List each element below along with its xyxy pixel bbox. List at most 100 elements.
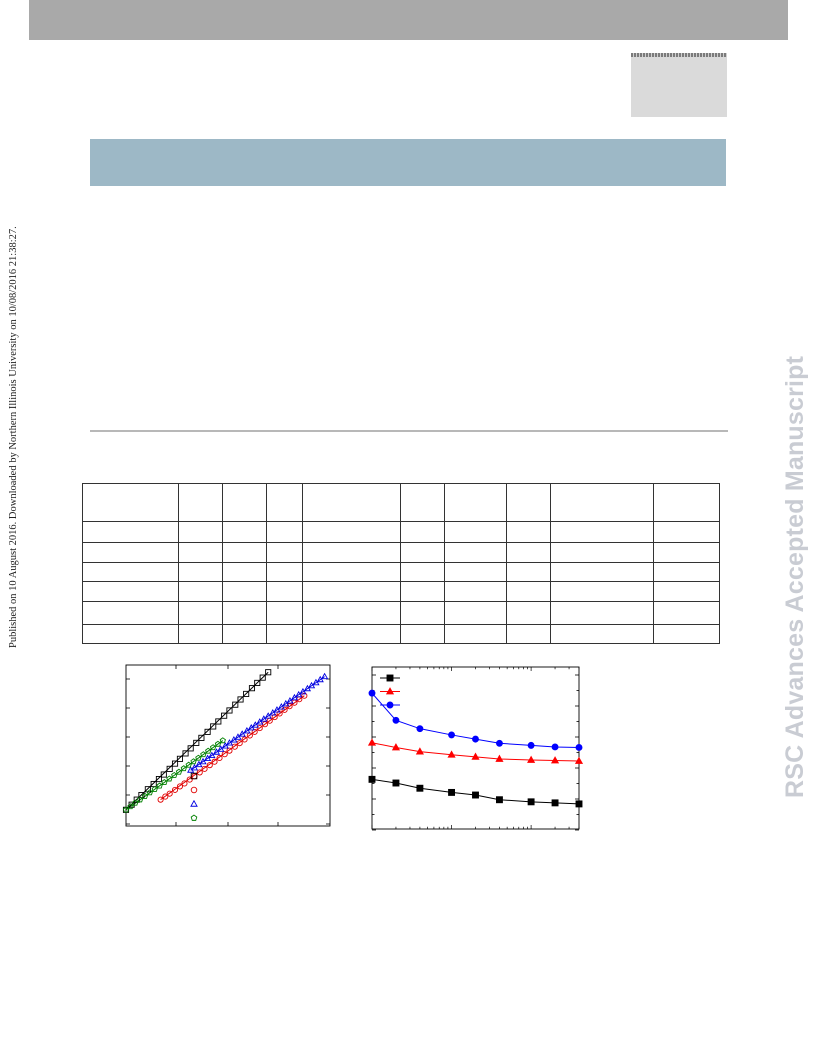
data-point [133,796,140,803]
table-cell [653,542,720,563]
data-point [286,697,294,704]
data-point [187,745,194,752]
data-point [215,718,222,725]
table-cell [82,562,179,582]
table-cell [266,562,303,582]
table-cell [178,562,223,582]
data-point [472,735,479,743]
data-point [171,760,179,767]
data-point [190,758,197,765]
fit-line [125,740,224,811]
table-cell [222,581,267,602]
data-point [447,750,456,758]
table-cell [400,521,445,543]
table-cell [550,601,654,625]
data-point [195,754,202,761]
legend-marker [190,772,198,780]
table-cell [222,483,267,522]
data-point [251,728,258,735]
table-cell [506,562,551,582]
data-point [156,782,163,789]
table-cell [550,542,654,563]
data-point [206,762,213,769]
table-row [82,581,720,602]
table-cell [266,624,303,644]
table-cell [444,601,507,625]
table-cell [302,562,401,582]
data-point [198,734,205,741]
data-point [208,751,216,759]
data-point [171,771,178,778]
data-point [193,739,200,746]
data-point [251,721,259,728]
data-table [82,483,720,644]
header-bar [29,0,788,40]
table-row [82,521,720,543]
table-cell [400,601,445,625]
logo-strip [631,53,727,57]
data-point [214,740,222,747]
table-cell [400,542,445,563]
legend-marker [190,799,198,807]
data-point [204,728,211,735]
data-point [166,775,173,782]
data-point [495,754,504,762]
table-cell [178,521,223,543]
table-cell [400,562,445,582]
data-point [416,784,424,792]
data-point [141,792,149,799]
table-cell [550,521,654,543]
accepted-manuscript-watermark: RSC Advances Accepted Manuscript [781,355,809,798]
table-cell [506,521,551,543]
data-point [155,775,162,783]
table-cell [82,542,179,563]
data-point [392,716,400,724]
data-point [265,669,272,676]
table-cell [302,581,401,602]
table-cell [444,581,507,602]
data-point [199,757,207,765]
table-cell [82,601,179,625]
table-cell [178,542,223,563]
data-point [551,743,559,751]
legend-marker [386,701,394,709]
data-point [527,755,536,763]
data-point [243,690,250,697]
table-cell [653,562,720,582]
data-point [161,779,168,785]
data-point [171,786,179,793]
data-point [205,747,212,754]
data-point [151,785,158,792]
table-cell [302,601,401,625]
data-point [219,737,226,744]
data-point [415,747,424,755]
table-cell [82,581,179,602]
data-point [221,712,228,719]
data-point [264,712,272,719]
data-point [127,803,134,810]
data-point [236,740,243,747]
data-point [211,758,218,765]
table-cell [222,562,267,582]
table-cell [506,601,551,625]
data-point [471,752,480,760]
data-point [160,771,167,778]
table-cell [400,624,445,644]
data-point [226,707,233,714]
table-cell [550,483,654,522]
data-point [176,783,183,790]
data-point [551,799,559,807]
table-cell [302,624,401,644]
table-cell [82,521,179,543]
data-point [166,790,173,797]
data-point [259,674,266,681]
table-cell [653,624,720,644]
table-cell [444,562,507,582]
data-point [162,793,169,800]
table-cell [302,521,401,543]
data-point [216,754,223,762]
legend-marker [385,687,395,695]
data-point [299,687,307,695]
data-point [527,741,535,749]
table-cell [178,581,223,602]
